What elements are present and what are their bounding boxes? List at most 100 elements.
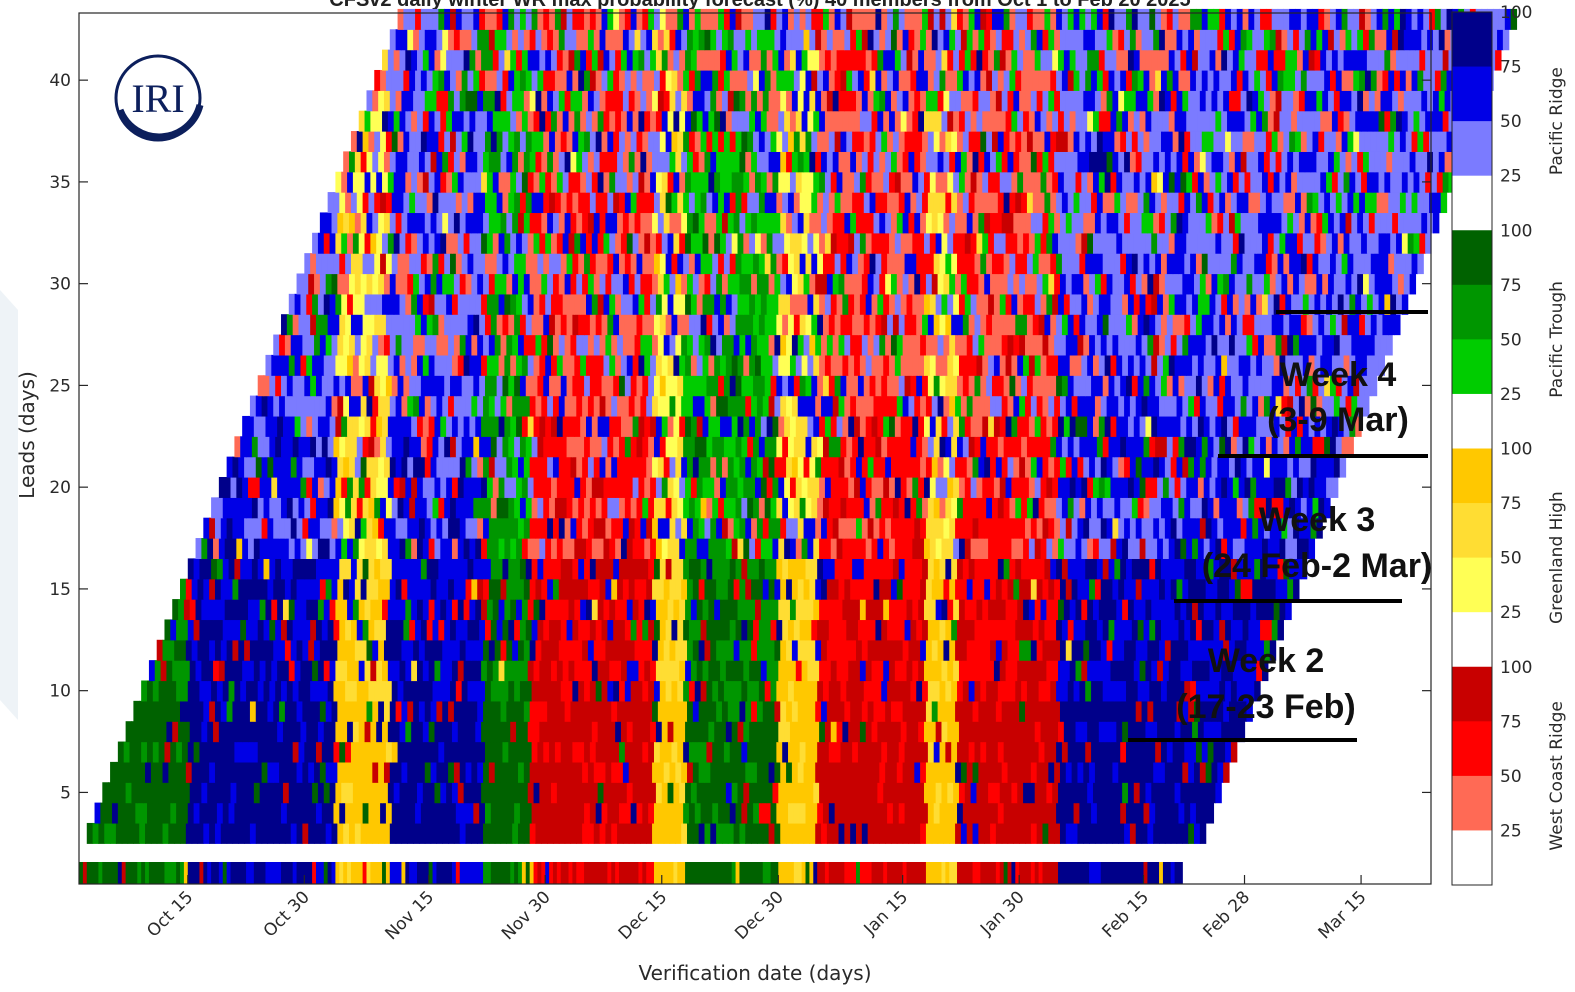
- heatmap-cell: [1283, 558, 1290, 580]
- heatmap-cell: [329, 782, 337, 804]
- heatmap-cell: [892, 314, 900, 336]
- heatmap-cell: [1254, 497, 1261, 519]
- heatmap-cell: [125, 782, 133, 804]
- heatmap-cell: [840, 619, 847, 641]
- heatmap-cell: [937, 578, 945, 600]
- heatmap-cell: [580, 476, 587, 498]
- heatmap-cell: [626, 782, 634, 804]
- heatmap-cell: [1227, 476, 1234, 498]
- heatmap-cell: [856, 822, 863, 844]
- heatmap-cell: [1147, 456, 1154, 478]
- heatmap-cell: [323, 721, 331, 743]
- heatmap-cell: [545, 538, 552, 559]
- heatmap-cell: [265, 415, 272, 437]
- heatmap-cell: [632, 782, 640, 804]
- heatmap-cell: [417, 354, 424, 376]
- heatmap-cell: [164, 741, 171, 763]
- heatmap-cell: [568, 599, 575, 621]
- heatmap-cell: [263, 802, 270, 824]
- heatmap-cell: [1197, 721, 1205, 743]
- heatmap-cell: [131, 721, 138, 743]
- heatmap-cell: [560, 558, 568, 580]
- heatmap-cell: [339, 680, 346, 702]
- heatmap-cell: [1145, 354, 1152, 376]
- heatmap-cell: [910, 802, 917, 824]
- heatmap-cell: [999, 782, 1007, 804]
- heatmap-cell: [1228, 578, 1236, 600]
- heatmap-cell: [1195, 802, 1203, 824]
- heatmap-cell: [869, 558, 877, 580]
- heatmap-cell: [620, 721, 628, 743]
- heatmap-cell: [718, 497, 725, 519]
- heatmap-cell: [1343, 415, 1351, 437]
- heatmap-cell: [702, 660, 709, 682]
- heatmap-cell: [677, 741, 684, 763]
- heatmap-cell: [407, 761, 414, 783]
- heatmap-cell: [867, 761, 875, 783]
- heatmap-cell: [696, 415, 704, 437]
- heatmap-cell: [1388, 314, 1395, 336]
- heatmap-cell: [904, 802, 911, 824]
- heatmap-cell: [1083, 578, 1090, 600]
- heatmap-cell: [405, 415, 412, 437]
- heatmap-cell: [1256, 538, 1263, 559]
- heatmap-cell: [887, 375, 894, 397]
- heatmap-cell: [397, 741, 404, 763]
- heatmap-cell: [906, 599, 913, 621]
- heatmap-cell: [329, 721, 337, 743]
- heatmap-cell: [780, 334, 787, 356]
- heatmap-cell: [1050, 619, 1057, 641]
- heatmap-cell: [1205, 517, 1213, 539]
- heatmap-cell: [710, 822, 717, 844]
- heatmap-cell: [652, 456, 659, 478]
- heatmap-cell: [916, 314, 923, 336]
- heatmap-cell: [801, 782, 809, 804]
- heatmap-cell: [1199, 822, 1207, 844]
- heatmap-cell: [1050, 436, 1057, 458]
- heatmap-cell: [383, 578, 391, 600]
- heatmap-cell: [1032, 558, 1040, 580]
- heatmap-cell: [710, 456, 717, 478]
- heatmap-cell: [721, 578, 729, 600]
- heatmap-cell: [733, 456, 741, 478]
- heatmap-cell: [234, 497, 241, 519]
- heatmap-cell: [1279, 538, 1286, 559]
- heatmap-cell: [222, 558, 230, 580]
- heatmap-cell: [852, 741, 859, 763]
- heatmap-cell: [716, 700, 723, 722]
- heatmap-cell: [1030, 517, 1038, 539]
- heatmap-cell: [1114, 375, 1121, 397]
- heatmap-cell: [850, 700, 857, 722]
- heatmap-cell: [729, 680, 737, 702]
- heatmap-cell: [337, 517, 344, 539]
- heatmap-cell: [529, 334, 537, 356]
- heatmap-cell: [991, 741, 999, 763]
- heatmap-cell: [193, 741, 201, 763]
- heatmap-cell: [1131, 497, 1139, 519]
- heatmap-cell: [871, 538, 878, 559]
- heatmap-cell: [789, 354, 797, 376]
- heatmap-cell: [432, 314, 439, 336]
- heatmap-cell: [582, 822, 589, 844]
- heatmap-cell: [1260, 619, 1267, 641]
- heatmap-cell: [496, 741, 504, 763]
- heatmap-cell: [1098, 660, 1106, 682]
- heatmap-cell: [605, 578, 612, 600]
- heatmap-cell: [613, 741, 620, 763]
- heatmap-cell: [483, 578, 490, 600]
- heatmap-cell: [949, 334, 956, 356]
- heatmap-cell: [931, 578, 939, 600]
- heatmap-cell: [1096, 375, 1104, 397]
- heatmap-cell: [786, 456, 793, 478]
- heatmap-cell: [821, 761, 828, 783]
- heatmap-cell: [345, 436, 352, 458]
- heatmap-cell: [242, 599, 249, 621]
- heatmap-cell: [519, 497, 527, 519]
- heatmap-cell: [417, 476, 424, 498]
- heatmap-cell: [284, 334, 292, 356]
- heatmap-cell: [1269, 395, 1277, 417]
- heatmap-cell: [1254, 680, 1261, 702]
- heatmap-cell: [483, 822, 490, 844]
- heatmap-cell: [1048, 700, 1055, 722]
- heatmap-cell: [889, 538, 896, 559]
